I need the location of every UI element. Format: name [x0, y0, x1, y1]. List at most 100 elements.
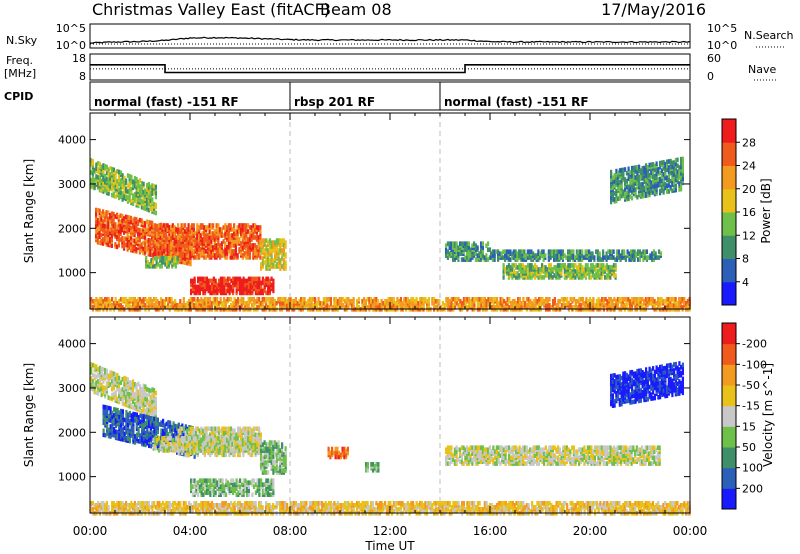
scatter-cell — [254, 276, 257, 282]
scatter-cell — [215, 253, 218, 258]
scatter-cell — [118, 303, 121, 308]
scatter-cell — [222, 249, 225, 254]
power-ylabel: Slant Range [km] — [22, 159, 36, 263]
scatter-cell — [194, 237, 197, 242]
scatter-cell — [631, 249, 634, 254]
scatter-cell — [632, 297, 635, 302]
scatter-cell — [641, 181, 644, 187]
scatter-cell — [650, 301, 653, 306]
scatter-cell — [237, 297, 240, 302]
scatter-cell — [91, 386, 94, 392]
scatter-cell — [130, 215, 133, 221]
cpid-label: CPID — [4, 90, 33, 103]
scatter-cell — [481, 253, 484, 258]
scatter-cell — [146, 187, 149, 192]
scatter-cell — [519, 249, 522, 254]
scatter-cell — [205, 237, 208, 242]
scatter-cell — [575, 249, 578, 254]
scatter-cell — [268, 258, 271, 263]
scatter-cell — [277, 297, 280, 302]
scatter-cell — [515, 301, 518, 306]
scatter-cell — [194, 255, 197, 260]
scatter-cell — [121, 213, 124, 219]
scatter-cell — [568, 255, 571, 260]
scatter-cell — [625, 178, 628, 184]
scatter-cell — [157, 239, 160, 244]
scatter-cell — [102, 227, 105, 232]
scatter-cell — [460, 241, 463, 246]
scatter-cell — [144, 235, 147, 240]
scatter-cell — [109, 370, 112, 375]
scatter-cell — [626, 249, 629, 254]
scatter-cell — [222, 239, 225, 244]
scatter-cell — [218, 278, 221, 284]
scatter-cell — [539, 301, 542, 306]
scatter-cell — [664, 171, 667, 177]
scatter-cell — [231, 301, 234, 306]
scatter-cell — [531, 301, 534, 306]
scatter-cell — [102, 163, 105, 168]
scatter-cell — [609, 297, 612, 302]
scatter-cell — [180, 223, 183, 228]
scatter-cell — [177, 235, 180, 240]
scatter-cell — [643, 191, 646, 197]
scatter-cell — [280, 301, 283, 306]
scatter-cell — [204, 276, 207, 282]
scatter-cell — [209, 284, 212, 290]
scatter-cell — [602, 297, 605, 302]
scatter-cell — [191, 278, 194, 284]
scatter-cell — [300, 305, 303, 310]
scatter-cell — [263, 278, 266, 284]
scatter-cell — [198, 284, 201, 290]
scatter-cell — [247, 251, 250, 256]
scatter-cell — [275, 262, 278, 267]
freq-panel: Freq. [MHz] 18 8 60 0 Nave — [4, 52, 776, 83]
scatter-cell — [471, 243, 474, 248]
scatter-cell — [453, 253, 456, 258]
scatter-cell — [667, 189, 670, 194]
scatter-cell — [590, 305, 593, 310]
scatter-cell — [135, 299, 138, 304]
scatter-cell — [611, 299, 614, 304]
scatter-cell — [205, 297, 208, 302]
scatter-cell — [125, 398, 128, 404]
scatter-cell — [97, 183, 100, 188]
scatter-cell — [175, 243, 178, 248]
scatter-cell — [602, 269, 605, 274]
scatter-cell — [577, 249, 580, 254]
scatter-cell — [178, 241, 181, 246]
scatter-cell — [624, 187, 627, 192]
scatter-cell — [138, 243, 141, 249]
scatter-cell — [558, 263, 561, 268]
y-tick-label: 2000 — [58, 222, 86, 235]
scatter-cell — [591, 255, 594, 260]
scatter-cell — [132, 297, 135, 302]
scatter-cell — [126, 189, 129, 194]
scatter-cell — [240, 290, 243, 296]
scatter-cell — [419, 303, 422, 308]
scatter-cell — [234, 251, 237, 256]
scatter-cell — [600, 271, 603, 276]
scatter-cell — [124, 242, 127, 248]
scatter-cell — [632, 183, 635, 189]
scatter-cell — [462, 297, 465, 302]
scatter-cell — [569, 297, 572, 302]
scatter-cell — [683, 297, 686, 302]
nsky-panel: N.Sky 10^5 10^0 10^5 10^0 N.Search — [6, 22, 794, 52]
scatter-cell — [343, 305, 346, 310]
scatter-cell — [223, 276, 226, 282]
scatter-cell — [154, 184, 157, 190]
scatter-cell — [224, 231, 227, 236]
scatter-cell — [252, 223, 255, 228]
scatter-cell — [225, 278, 228, 284]
scatter-cell — [96, 208, 99, 213]
scatter-cell — [478, 301, 481, 306]
scatter-cell — [154, 202, 157, 208]
scatter-cell — [634, 187, 637, 192]
scatter-cell — [203, 297, 206, 302]
scatter-cell — [123, 230, 126, 235]
scatter-cell — [95, 207, 98, 213]
scatter-cell — [650, 174, 653, 179]
scatter-cell — [557, 299, 560, 304]
scatter-cell — [455, 247, 458, 252]
